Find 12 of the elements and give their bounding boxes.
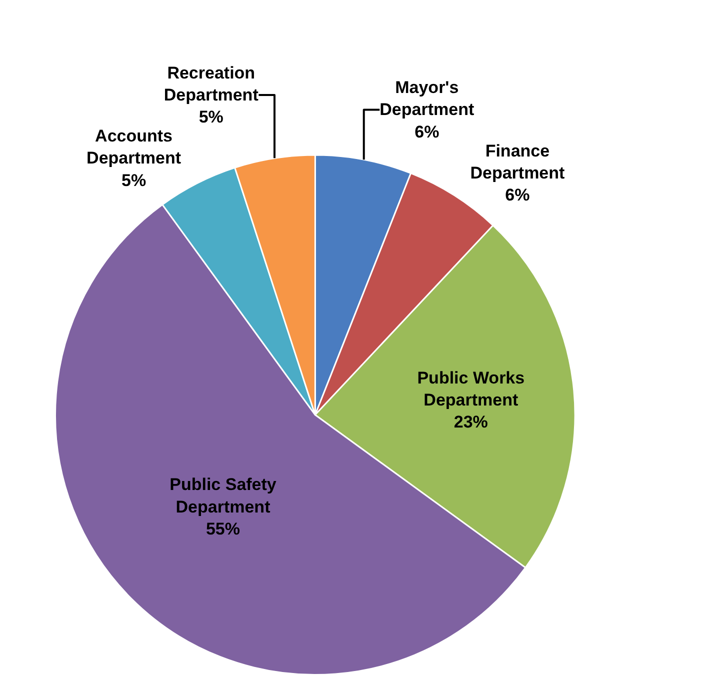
data-label: 6% — [414, 122, 440, 142]
data-label: 5% — [122, 170, 146, 190]
data-label: 55% — [206, 519, 240, 538]
data-label: 6% — [505, 186, 530, 204]
data-label: 5% — [198, 108, 224, 127]
data-label: 23% — [454, 412, 488, 432]
slice-label: Accounts Department — [86, 126, 182, 168]
slice-label: Public Works Department — [417, 368, 525, 410]
slice-label: Public Safety Department — [170, 475, 277, 516]
slice-label: Recreation Department — [164, 63, 259, 105]
slice-label: Finance Department — [470, 141, 566, 182]
slice-label: Mayor's Department — [380, 78, 474, 120]
